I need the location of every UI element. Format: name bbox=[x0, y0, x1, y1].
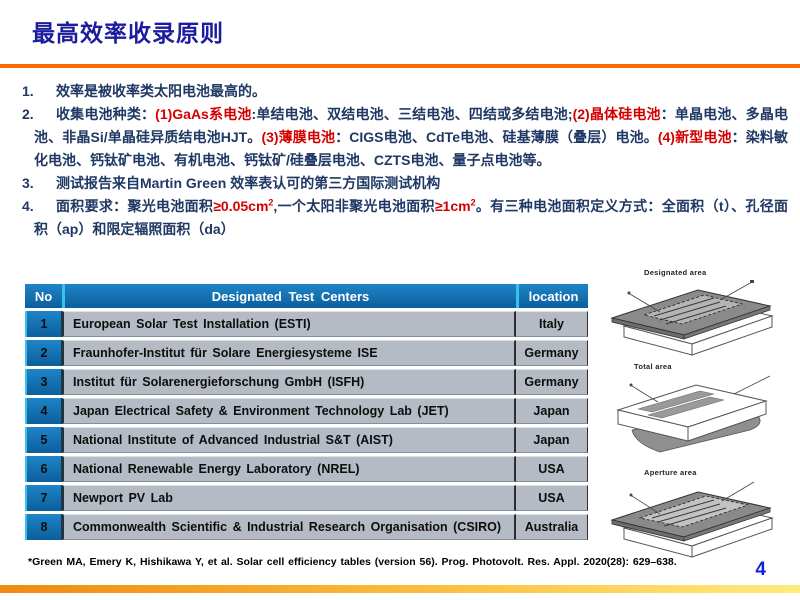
principle-text-segment: 收集电池种类： bbox=[56, 106, 156, 122]
page-number: 4 bbox=[755, 559, 766, 580]
principle-text-segment: ≥1cm bbox=[434, 198, 471, 214]
cell-no: 4 bbox=[25, 398, 62, 424]
cell-test-center: National Institute of Advanced Industria… bbox=[62, 427, 516, 453]
citation-footnote: *Green MA, Emery K, Hishikawa Y, et al. … bbox=[28, 556, 677, 568]
cell-location: Germany bbox=[516, 340, 588, 366]
cell-location: USA bbox=[516, 485, 588, 511]
principle-text-segment: 2 bbox=[470, 197, 476, 208]
principle-text-segment: 2 bbox=[268, 197, 274, 208]
cell-test-center: Commonwealth Scientific & Industrial Res… bbox=[62, 514, 516, 540]
cell-no: 7 bbox=[25, 485, 62, 511]
page-title: 最高效率收录原则 bbox=[32, 20, 224, 46]
table-row: 6 National Renewable Energy Laboratory (N… bbox=[25, 456, 588, 482]
principle-item-4: 4. 面积要求：聚光电池面积≥0.05cm2,一个太阳非聚光电池面积≥1cm2。有… bbox=[10, 195, 788, 241]
cell-test-center: Institut für Solarenergieforschung GmbH … bbox=[62, 369, 516, 395]
cell-no: 1 bbox=[25, 311, 62, 337]
principle-text-segment: 测试报告来自Martin Green 效率表认可的第三方国际测试机构 bbox=[56, 175, 441, 191]
principle-item-3: 3. 测试报告来自Martin Green 效率表认可的第三方国际测试机构 bbox=[10, 172, 788, 195]
principle-text-segment: ：染料敏化电池、钙钛矿电池、有机电池、钙钛矿/硅叠层电池、CZTS电池、量子点电… bbox=[34, 129, 788, 168]
principle-text-segment: (3)薄膜电池 bbox=[261, 129, 336, 145]
cell-no: 5 bbox=[25, 427, 62, 453]
principle-text-segment: :单结电池、双结电池、三结电池、四结或多结电池; bbox=[251, 106, 573, 122]
column-header-location: location bbox=[516, 284, 588, 308]
aperture-area-diagram: Aperture area bbox=[602, 468, 800, 565]
principle-number: 2. bbox=[22, 106, 34, 122]
column-header-no: No bbox=[25, 284, 62, 308]
principles-list: 1. 效率是被收率类太阳电池最高的。 2. 收集电池种类：(1)GaAs系电池:单结电… bbox=[10, 80, 788, 241]
principle-number: 4. bbox=[22, 198, 34, 214]
test-centers-table: No Designated Test Centers location 1 Eur… bbox=[25, 281, 588, 543]
principle-text-segment: (2)晶体硅电池 bbox=[572, 106, 661, 122]
table-header-row: No Designated Test Centers location bbox=[25, 284, 588, 308]
cell-location: Japan bbox=[516, 427, 588, 453]
principle-item-2: 2. 收集电池种类：(1)GaAs系电池:单结电池、双结电池、三结电池、四结或多结… bbox=[10, 103, 788, 172]
cell-no: 3 bbox=[25, 369, 62, 395]
principle-text-segment: ,一个太阳非聚光电池面积 bbox=[273, 198, 435, 214]
principle-number: 3. bbox=[22, 175, 34, 191]
principle-text-segment: (4)新型电池 bbox=[657, 129, 732, 145]
table-row: 8 Commonwealth Scientific & Industrial Re… bbox=[25, 514, 588, 540]
cell-location: Germany bbox=[516, 369, 588, 395]
principle-text-segment: 。有三种电池面积定义方式：全面积（t）、孔径面积（ap）和限定辐照面积（da） bbox=[34, 198, 788, 237]
principle-text-segment: ：CIGS电池、CdTe电池、硅基薄膜（叠层）电池。 bbox=[335, 129, 658, 145]
aperture-area-diagram-image bbox=[610, 481, 774, 558]
principle-text-segment: ≥0.05cm bbox=[213, 198, 269, 214]
table-row: 2 Fraunhofer-Institut für Solare Energies… bbox=[25, 340, 588, 366]
designated-area-label: Designated area bbox=[644, 268, 707, 277]
cell-test-center: National Renewable Energy Laboratory (NR… bbox=[62, 456, 516, 482]
principle-text-segment: ：单晶电池、多晶电池、非晶Si/单晶硅异质结电池HJT。 bbox=[34, 106, 788, 145]
cell-no: 6 bbox=[25, 456, 62, 482]
total-area-diagram-image bbox=[616, 375, 771, 453]
table-row: 3 Institut für Solarenergieforschung GmbH… bbox=[25, 369, 588, 395]
cell-test-center: European Solar Test Installation (ESTI) bbox=[62, 311, 516, 337]
cell-test-center: Newport PV Lab bbox=[62, 485, 516, 511]
principle-text-segment: 效率是被收率类太阳电池最高的。 bbox=[56, 83, 266, 99]
table-row: 7 Newport PV Lab USA bbox=[25, 485, 588, 511]
principle-item-1: 1. 效率是被收率类太阳电池最高的。 bbox=[10, 80, 788, 103]
cell-location: USA bbox=[516, 456, 588, 482]
title-divider bbox=[0, 64, 800, 68]
cell-test-center: Japan Electrical Safety & Environment Te… bbox=[62, 398, 516, 424]
principle-number: 1. bbox=[22, 83, 34, 99]
table-row: 1 European Solar Test Installation (ESTI)… bbox=[25, 311, 588, 337]
footer-gradient-bar bbox=[0, 585, 800, 593]
cell-no: 2 bbox=[25, 340, 62, 366]
cell-no: 8 bbox=[25, 514, 62, 540]
cell-test-center: Fraunhofer-Institut für Solare Energiesy… bbox=[62, 340, 516, 366]
table-row: 4 Japan Electrical Safety & Environment T… bbox=[25, 398, 588, 424]
area-diagrams: Designated area Total area bbox=[602, 268, 800, 560]
table-body: 1 European Solar Test Installation (ESTI)… bbox=[25, 311, 588, 540]
designated-area-diagram: Designated area bbox=[602, 268, 800, 363]
principle-text-segment: (1)GaAs系电池 bbox=[155, 106, 252, 122]
aperture-area-label: Aperture area bbox=[644, 468, 697, 477]
total-area-diagram: Total area bbox=[602, 362, 800, 467]
cell-location: Japan bbox=[516, 398, 588, 424]
designated-area-diagram-image bbox=[610, 280, 774, 356]
cell-location: Italy bbox=[516, 311, 588, 337]
table-row: 5 National Institute of Advanced Industri… bbox=[25, 427, 588, 453]
principle-text-segment: 面积要求：聚光电池面积 bbox=[56, 198, 214, 214]
cell-location: Australia bbox=[516, 514, 588, 540]
column-header-centers: Designated Test Centers bbox=[62, 284, 516, 308]
total-area-label: Total area bbox=[634, 362, 672, 371]
